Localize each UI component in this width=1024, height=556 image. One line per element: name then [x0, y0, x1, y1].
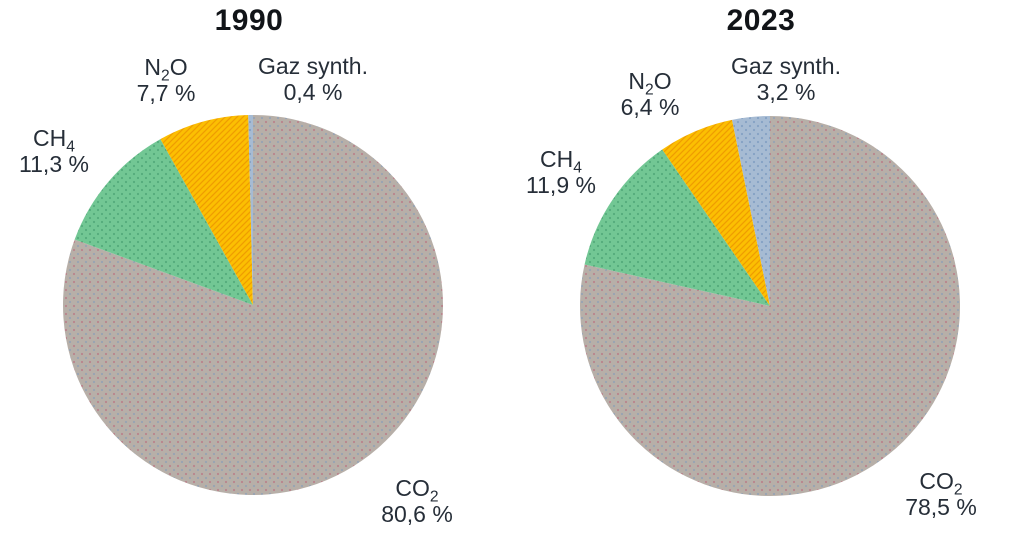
subscript: 2: [429, 488, 439, 506]
subscript: 2: [953, 481, 963, 499]
gas-name: CH4: [33, 125, 75, 156]
pie-2023: [580, 115, 961, 497]
subscript: 2: [645, 81, 654, 99]
gas-name: CO2: [395, 475, 439, 506]
pie-1990-slice-ch4: [74, 139, 253, 305]
gas-percentage: 7,7 %: [136, 80, 196, 106]
subscript: 2: [161, 67, 170, 85]
gas-name: N2O: [144, 54, 188, 85]
pie-2023-slice-gaz-synth: [732, 116, 770, 306]
subscript: 4: [573, 159, 582, 177]
gas-name: CH4: [540, 146, 582, 177]
pie-1990: [63, 115, 444, 495]
pie-2023-slice-n2o: [662, 119, 770, 306]
label-2023-ch4: CH4 11,9 %: [526, 146, 596, 198]
label-2023-co2: CO2 78,5 %: [905, 468, 977, 520]
gas-name: Gaz synth.: [258, 53, 368, 79]
label-1990-gaz-synth: Gaz synth. 0,4 %: [258, 53, 368, 105]
gas-percentage: 0,4 %: [283, 79, 343, 105]
gas-percentage: 6,4 %: [620, 94, 680, 120]
label-1990-ch4: CH4 11,3 %: [19, 125, 89, 177]
gas-name: Gaz synth.: [731, 53, 841, 79]
label-2023-n2o: N2O 6,4 %: [621, 68, 680, 120]
gas-percentage: 11,9 %: [526, 172, 596, 198]
subscript: 4: [66, 138, 75, 156]
label-2023-gaz-synth: Gaz synth. 3,2 %: [731, 53, 841, 105]
pie-1990-slice-co2: [63, 115, 444, 495]
label-1990-co2: CO2 80,6 %: [381, 475, 453, 527]
gas-percentage: 78,5 %: [905, 494, 977, 520]
gas-name: N2O: [628, 68, 672, 99]
gas-percentage: 3,2 %: [756, 79, 816, 105]
gas-name: CO2: [919, 468, 963, 499]
label-1990-n2o: N2O 7,7 %: [137, 54, 196, 106]
pie-1990-slice-gaz-synth: [248, 115, 253, 305]
pie-2023-slice-co2: [580, 115, 961, 497]
chart-title-2023: 2023: [726, 4, 796, 37]
chart-title-1990: 1990: [214, 4, 284, 37]
pie-1990-slice-n2o: [160, 115, 253, 305]
pie-2023-slice-ch4: [584, 149, 770, 306]
gas-percentage: 11,3 %: [19, 151, 89, 177]
gas-percentage: 80,6 %: [381, 501, 453, 527]
